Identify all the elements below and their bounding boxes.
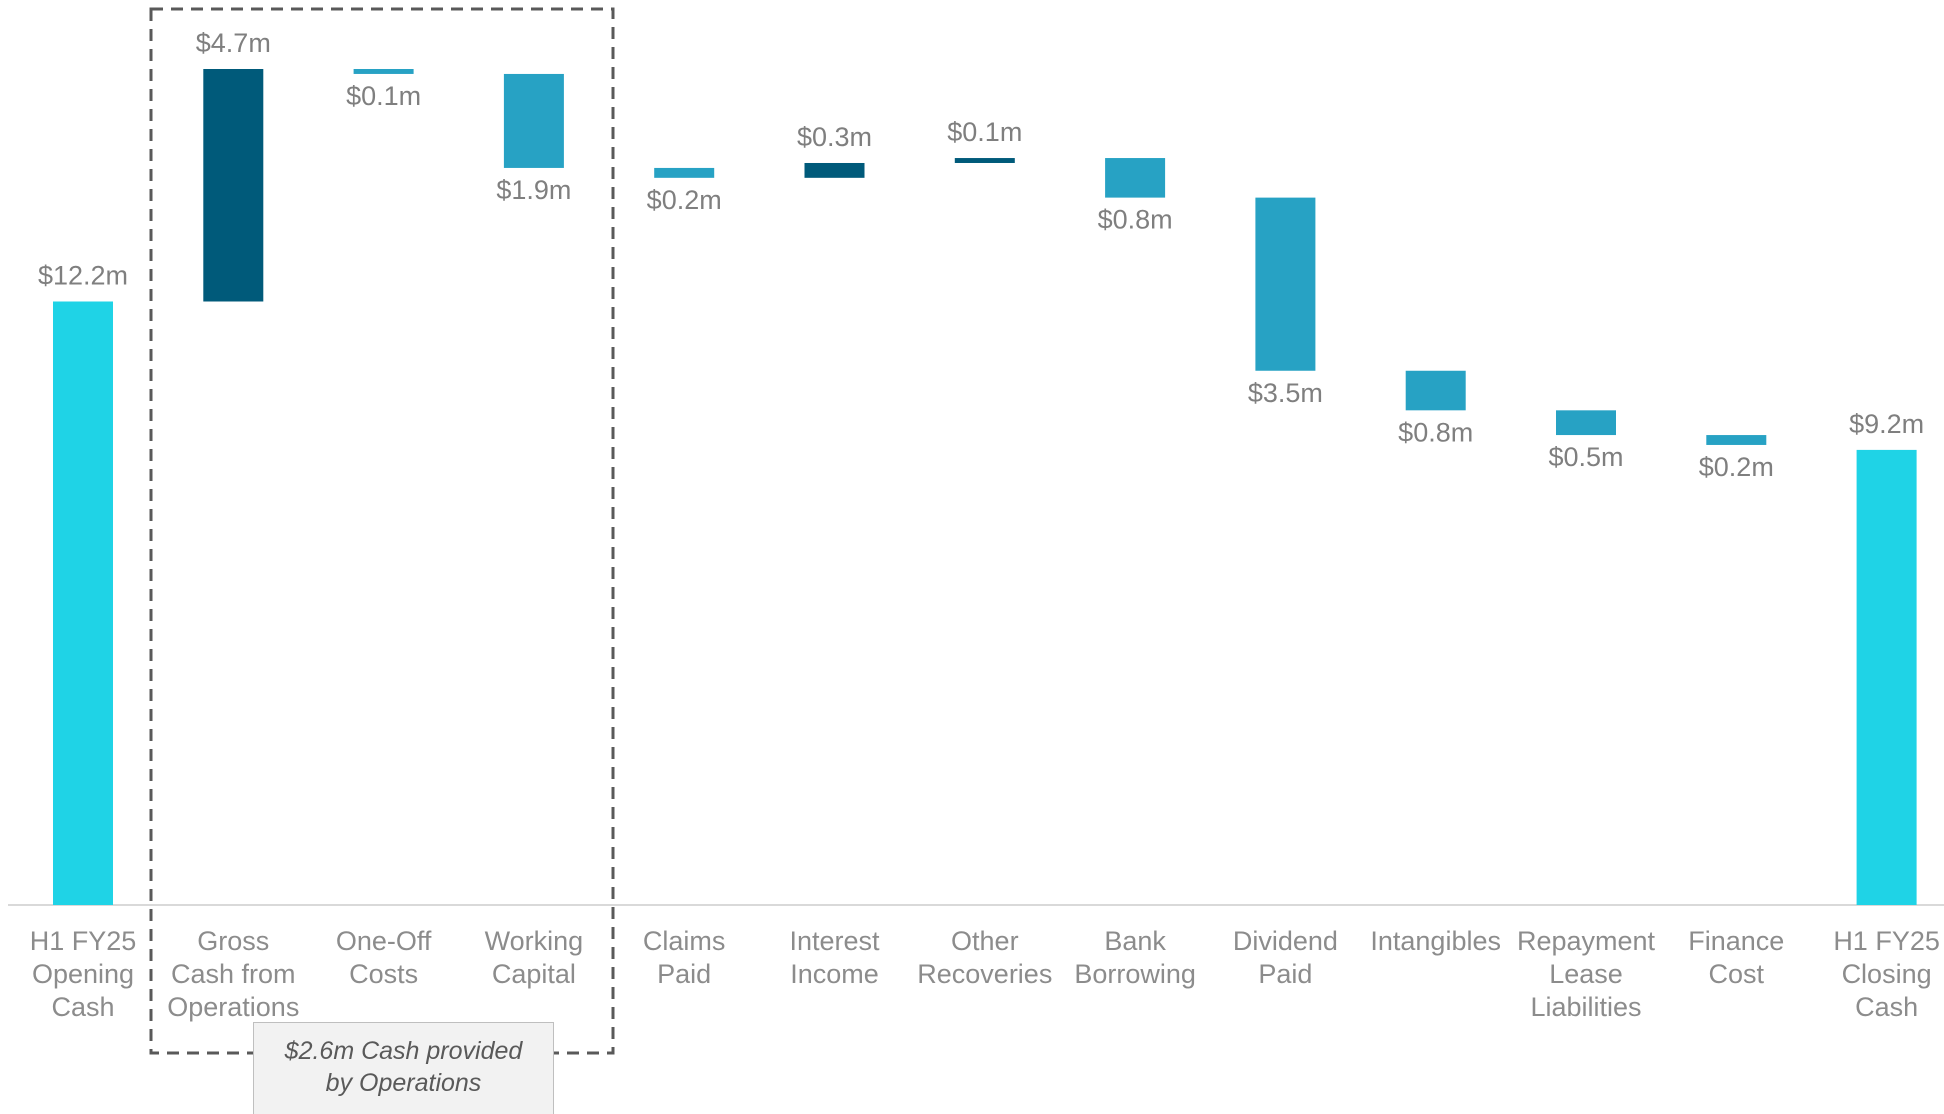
- value-label: $0.1m: [346, 81, 421, 111]
- x-tick-label: Gross Cash from Operations: [167, 926, 300, 1022]
- bar: [804, 162, 865, 178]
- value-label: $9.2m: [1849, 409, 1924, 439]
- x-tick-label: Working Capital: [484, 926, 584, 989]
- value-label: $0.5m: [1548, 442, 1623, 472]
- x-tick-label: Claims Paid: [642, 926, 726, 989]
- bar: [1255, 197, 1316, 371]
- bar: [503, 73, 564, 168]
- x-tick-label: Intangibles: [1370, 926, 1501, 956]
- x-tick-label: H1 FY25 Closing Cash: [1833, 926, 1940, 1022]
- value-label: $4.7m: [196, 28, 271, 58]
- value-label: $1.9m: [496, 175, 571, 205]
- bar: [1706, 435, 1767, 445]
- x-tick-label: H1 FY25 Opening Cash: [29, 926, 137, 1022]
- bar: [1405, 370, 1466, 411]
- bar: [954, 158, 1015, 163]
- value-label: $0.8m: [1398, 417, 1473, 447]
- bar: [1105, 158, 1166, 198]
- bar: [203, 69, 264, 302]
- value-label: $0.1m: [947, 117, 1022, 147]
- bar: [1556, 410, 1616, 436]
- bar: [53, 301, 113, 905]
- bar: [654, 167, 715, 178]
- x-tick-label: Interest Income: [789, 926, 880, 989]
- value-label: $0.3m: [797, 122, 872, 152]
- bar: [353, 69, 414, 74]
- value-label: $12.2m: [38, 261, 128, 291]
- annotation: $2.6m Cash provided by Operations: [253, 1022, 554, 1114]
- x-tick-label: Dividend Paid: [1232, 926, 1338, 989]
- x-tick-label: One-Off Costs: [335, 926, 432, 989]
- value-label: $0.2m: [1699, 452, 1774, 482]
- x-tick-label: Repayment Lease Liabilities: [1516, 926, 1656, 1022]
- x-tick-label: Other Recoveries: [917, 926, 1053, 989]
- value-label: $0.2m: [647, 185, 722, 215]
- value-label: $0.8m: [1098, 205, 1173, 235]
- x-tick-label: Bank Borrowing: [1074, 926, 1196, 989]
- value-label: $3.5m: [1248, 378, 1323, 408]
- x-tick-label: Finance Cost: [1688, 926, 1785, 989]
- bar: [1856, 449, 1917, 905]
- group-box: [149, 7, 615, 1055]
